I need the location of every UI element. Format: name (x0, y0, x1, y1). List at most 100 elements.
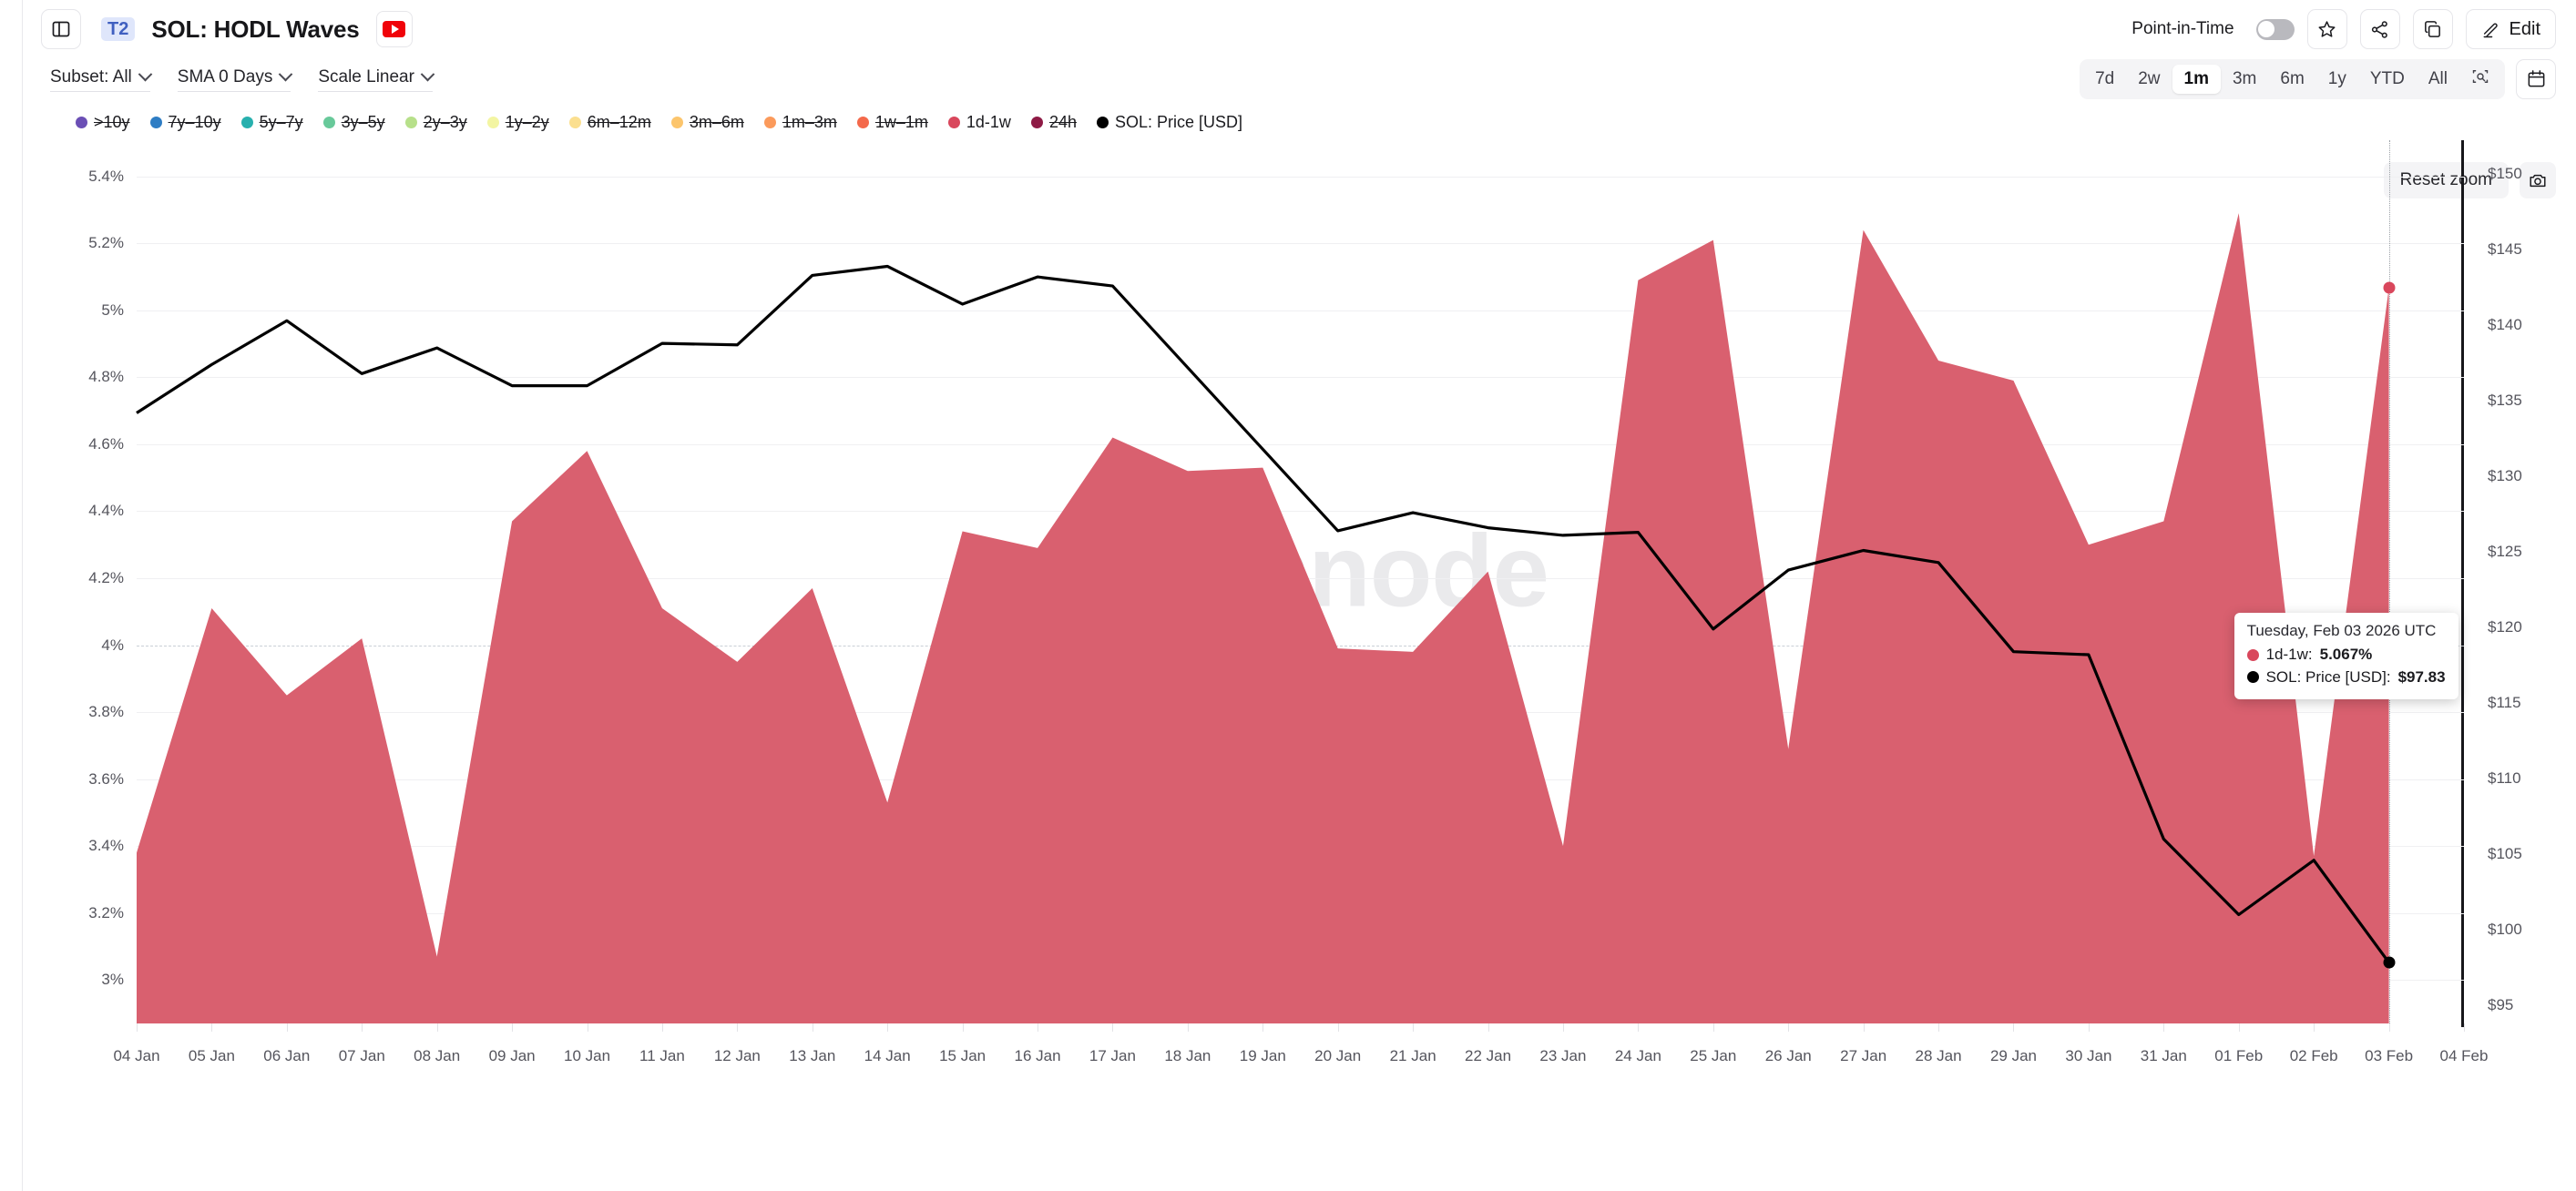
y-axis-right-label: $95 (2488, 996, 2514, 1014)
x-axis-label: 15 Jan (939, 1047, 986, 1064)
x-axis-label: 02 Feb (2289, 1047, 2338, 1064)
range-button-all[interactable]: All (2417, 65, 2459, 95)
x-axis-tick (2464, 1023, 2465, 1032)
x-axis-label: 17 Jan (1089, 1047, 1136, 1064)
x-axis-label: 12 Jan (713, 1047, 761, 1064)
sma-select[interactable]: SMA 0 Days (177, 67, 293, 92)
legend-item[interactable]: 24h (1030, 112, 1077, 132)
legend-label: 24h (1048, 112, 1077, 131)
y-axis-left-label: 4.6% (88, 434, 124, 453)
x-axis-label: 08 Jan (414, 1047, 461, 1064)
y-axis-right-label: $100 (2488, 921, 2522, 939)
legend-item[interactable]: 1w–1m (856, 112, 928, 132)
x-axis-label: 11 Jan (639, 1047, 685, 1064)
x-axis-label: 21 Jan (1389, 1047, 1436, 1064)
x-axis-tick (1863, 1023, 1865, 1032)
y-axis-right-label: $145 (2488, 240, 2522, 259)
y-axis-right-label: $125 (2488, 543, 2522, 561)
x-axis-label: 18 Jan (1164, 1047, 1211, 1064)
y-axis-left-label: 3.6% (88, 769, 124, 788)
legend-label: 1w–1m (874, 112, 928, 131)
tooltip-series-value: 5.067% (2319, 646, 2373, 663)
range-button-7d[interactable]: 7d (2083, 65, 2126, 95)
duplicate-button[interactable] (2412, 9, 2453, 49)
series-svg (136, 213, 2390, 1023)
range-button-2w[interactable]: 2w (2126, 65, 2172, 95)
legend-item[interactable]: 6m–12m (568, 113, 651, 132)
legend-item[interactable]: 3m–6m (670, 113, 744, 132)
legend-label: 2y–3y (423, 112, 467, 131)
legend-color-dot (404, 116, 417, 128)
legend-item[interactable]: 7y–10y (149, 113, 221, 132)
template-tag[interactable]: T2 (101, 17, 136, 41)
x-axis-tick (962, 1023, 964, 1032)
date-picker-button[interactable] (2516, 58, 2556, 99)
y-axis-right-label: $115 (2488, 694, 2521, 712)
zoom-actions: Reset zoom (2383, 162, 2556, 198)
legend-item[interactable]: 1y–2y (486, 113, 549, 132)
scale-select[interactable]: Scale Linear (318, 66, 435, 92)
screenshot-button[interactable] (2520, 162, 2556, 198)
x-axis-label: 25 Jan (1690, 1047, 1737, 1064)
controls-bar: Subset: All SMA 0 Days Scale Linear 7d 2w… (23, 58, 2576, 100)
y-axis-left-label: 5% (101, 300, 124, 319)
camera-icon (2530, 174, 2546, 188)
legend-item[interactable]: >10y (76, 113, 130, 132)
legend-item[interactable]: 1m–3m (763, 113, 837, 132)
y-axis-left-label: 4.2% (88, 568, 124, 586)
subset-select[interactable]: Subset: All (50, 66, 153, 92)
legend-item[interactable]: 5y–7y (240, 113, 303, 132)
range-button-6m[interactable]: 6m (2268, 65, 2315, 95)
x-axis-label: 04 Jan (113, 1047, 160, 1064)
y-axis-right-label: $130 (2488, 467, 2522, 485)
y-axis-left-label: 4% (101, 636, 124, 654)
x-axis-label: 16 Jan (1014, 1047, 1061, 1064)
scale-label: Scale Linear (318, 66, 414, 87)
x-axis-label: 03 Feb (2365, 1047, 2414, 1064)
chart-legend: >10y 7y–10y 5y–7y 3y–5y 2y–3y 1y–2y 6m–12m 3m–6… (23, 100, 2576, 137)
x-axis-tick (1788, 1023, 1790, 1032)
gridline (137, 310, 2464, 311)
range-button-ytd[interactable]: YTD (2358, 65, 2417, 95)
x-axis-label: 05 Jan (188, 1047, 235, 1064)
legend-item[interactable]: SOL: Price [USD] (1096, 113, 1242, 132)
favorite-button[interactable] (2306, 9, 2347, 49)
y-axis-right-label: $120 (2488, 618, 2522, 636)
x-axis-label: 01 Feb (2214, 1047, 2264, 1064)
edit-button[interactable]: Edit (2465, 9, 2556, 49)
youtube-button[interactable] (375, 11, 413, 47)
top-bar-actions: Point-in-Time (2131, 9, 2556, 49)
tooltip-date: Tuesday, Feb 03 2026 UTC (2246, 622, 2437, 639)
legend-color-dot (1030, 116, 1043, 128)
x-axis-tick (1487, 1023, 1489, 1032)
zoom-select-button[interactable] (2459, 63, 2501, 97)
legend-item[interactable]: 3y–5y (322, 112, 385, 132)
legend-color-dot (568, 116, 581, 128)
legend-item[interactable]: 1d-1w (947, 113, 1011, 132)
legend-color-dot (76, 116, 87, 128)
left-rail (0, 0, 23, 1191)
subset-label: Subset: All (50, 66, 132, 87)
x-axis-label: 31 Jan (2140, 1047, 2187, 1064)
edit-label: Edit (2509, 18, 2540, 39)
sidebar-toggle-button[interactable] (41, 9, 81, 49)
x-axis-label: 26 Jan (1764, 1047, 1812, 1064)
range-button-3m[interactable]: 3m (2221, 65, 2268, 95)
legend-color-dot (149, 116, 162, 128)
y-axis-left-label: 3.8% (88, 703, 124, 721)
y-axis-right-label: $135 (2488, 392, 2522, 410)
range-button-1m[interactable]: 1m (2172, 64, 2221, 95)
x-axis-tick (2013, 1023, 2015, 1032)
zoom-select-icon (2472, 69, 2489, 83)
x-axis-tick (436, 1023, 438, 1032)
reset-zoom-button[interactable]: Reset zoom (2383, 162, 2509, 198)
share-button[interactable] (2359, 9, 2400, 49)
legend-label: 3y–5y (341, 112, 385, 131)
range-button-1y[interactable]: 1y (2316, 65, 2358, 95)
tooltip-series-dot (2246, 648, 2259, 661)
legend-color-dot (670, 116, 683, 128)
point-in-time-toggle[interactable] (2255, 18, 2295, 40)
plot-area[interactable]: glassnode 3%3.2%3.4%3.6%3.8%4%4.2%4.4%4.… (88, 140, 2522, 1064)
legend-item[interactable]: 2y–3y (404, 112, 467, 132)
